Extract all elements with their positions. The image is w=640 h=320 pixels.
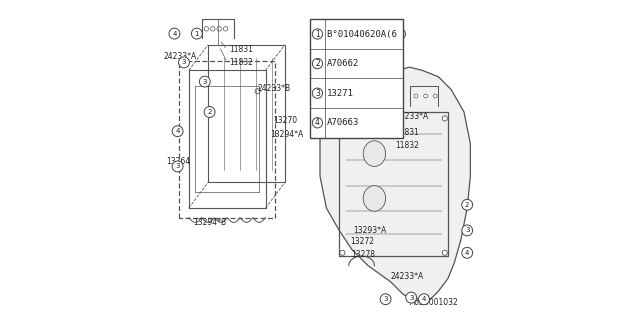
Text: 13293*A: 13293*A: [354, 226, 387, 235]
Text: 24233*B: 24233*B: [258, 84, 291, 92]
Circle shape: [433, 94, 437, 98]
Text: 11831: 11831: [396, 128, 419, 137]
Ellipse shape: [364, 141, 385, 166]
Circle shape: [406, 292, 417, 303]
Text: 3: 3: [315, 89, 320, 98]
Circle shape: [172, 126, 183, 137]
Text: 13294*B: 13294*B: [193, 218, 227, 227]
Text: 3: 3: [383, 296, 388, 302]
Circle shape: [179, 57, 189, 68]
Text: 2: 2: [465, 202, 469, 208]
Text: 4: 4: [465, 250, 469, 256]
Text: 13293*B: 13293*B: [362, 96, 395, 105]
Text: 13271: 13271: [327, 89, 354, 98]
Text: 2: 2: [207, 109, 212, 115]
Text: 24233*A: 24233*A: [163, 52, 196, 60]
Text: 1: 1: [385, 116, 390, 121]
Text: 3: 3: [409, 295, 413, 300]
Circle shape: [462, 199, 472, 210]
Text: 3: 3: [175, 164, 180, 169]
Circle shape: [200, 76, 210, 87]
Text: 4: 4: [172, 31, 177, 36]
Text: 1: 1: [315, 29, 320, 38]
Circle shape: [381, 113, 393, 124]
Circle shape: [204, 107, 215, 117]
Text: 2: 2: [315, 59, 320, 68]
Circle shape: [255, 89, 260, 94]
Circle shape: [211, 27, 215, 31]
Text: 24233*A: 24233*A: [396, 112, 428, 121]
Circle shape: [312, 29, 323, 39]
Text: 1: 1: [195, 31, 199, 36]
Circle shape: [462, 225, 472, 236]
Circle shape: [172, 161, 183, 172]
Circle shape: [169, 28, 180, 39]
Circle shape: [380, 294, 391, 305]
Text: 13278: 13278: [351, 250, 375, 259]
Circle shape: [442, 116, 447, 121]
Circle shape: [424, 94, 428, 98]
Text: 11831: 11831: [229, 45, 253, 54]
Circle shape: [312, 59, 323, 69]
Text: 3: 3: [202, 79, 207, 84]
Circle shape: [419, 294, 429, 305]
Text: 11832: 11832: [229, 58, 253, 67]
Circle shape: [340, 250, 345, 255]
Text: 3: 3: [182, 60, 186, 65]
FancyBboxPatch shape: [310, 19, 403, 138]
Circle shape: [223, 27, 228, 31]
Text: 13264: 13264: [166, 157, 191, 166]
Text: A70663: A70663: [327, 118, 359, 127]
Text: 13270: 13270: [274, 116, 298, 124]
Circle shape: [414, 94, 418, 98]
Text: 4: 4: [422, 296, 426, 302]
Text: B°01040620A(6 ): B°01040620A(6 ): [327, 29, 408, 38]
Circle shape: [340, 116, 345, 121]
Circle shape: [312, 118, 323, 128]
Text: A020001032: A020001032: [410, 298, 458, 307]
Polygon shape: [320, 67, 470, 301]
Text: 24233*A: 24233*A: [390, 272, 424, 281]
Circle shape: [312, 88, 323, 98]
Circle shape: [462, 247, 472, 258]
Text: 13294*A: 13294*A: [270, 130, 303, 139]
Text: 4: 4: [175, 128, 180, 134]
Ellipse shape: [364, 186, 385, 211]
Text: A70662: A70662: [327, 59, 359, 68]
Circle shape: [191, 28, 202, 39]
Text: 4: 4: [315, 118, 320, 127]
Circle shape: [204, 27, 209, 31]
Text: 11832: 11832: [396, 141, 419, 150]
Circle shape: [217, 27, 221, 31]
Circle shape: [442, 250, 447, 255]
Text: 3: 3: [465, 228, 470, 233]
Text: 13272: 13272: [351, 237, 374, 246]
